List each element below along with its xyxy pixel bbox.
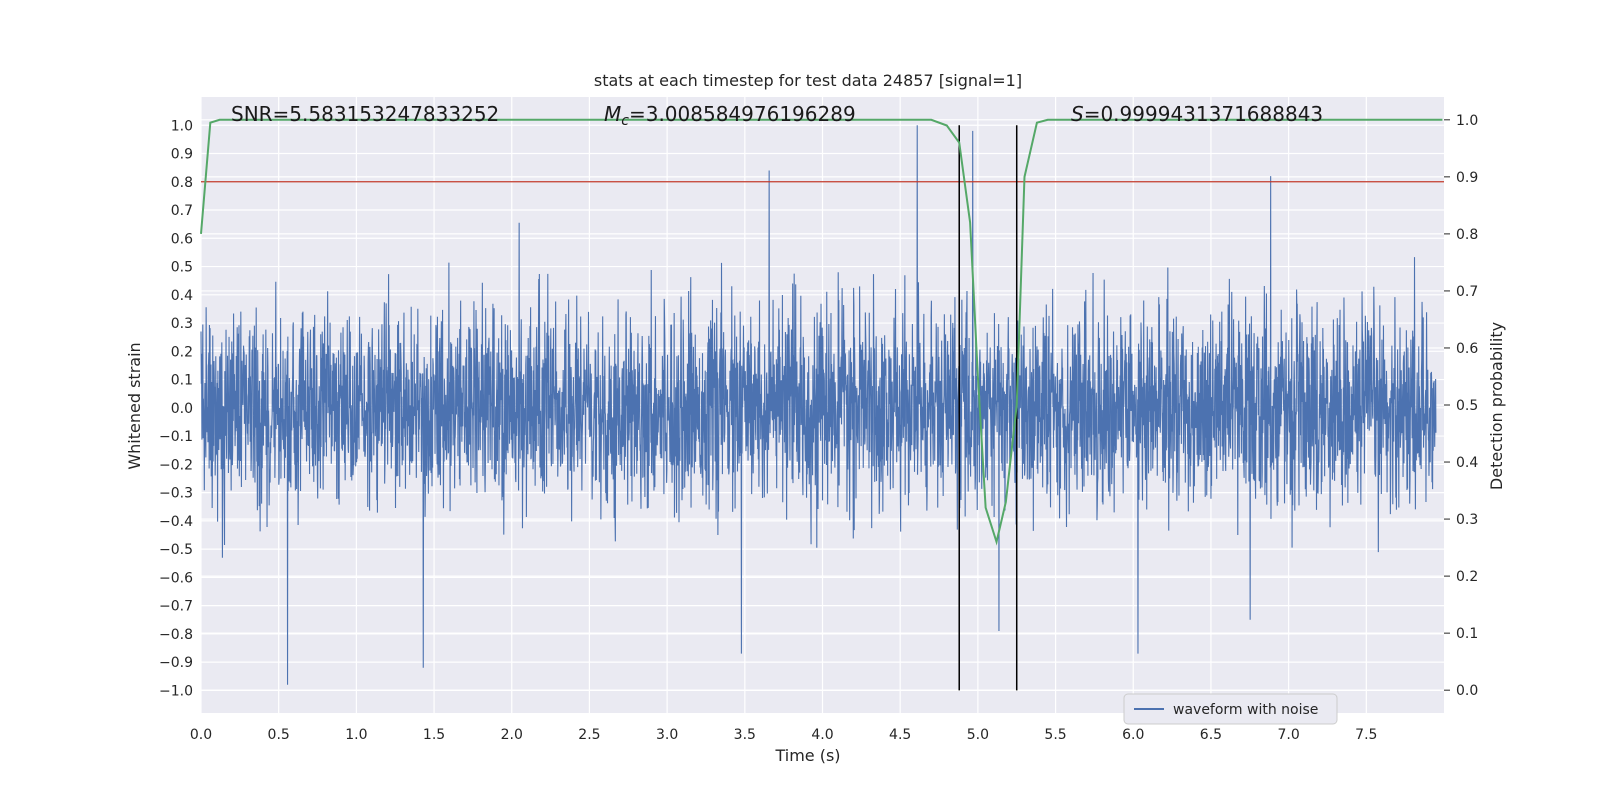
y-right-tick-label: 0.7 [1456,284,1478,300]
y-right-tick-label: 0.0 [1456,683,1478,699]
probability-line [200,118,1443,546]
mc-value: =3.008584976196289 [629,102,856,126]
y-left-tick-label: −0.3 [159,486,193,502]
axes: 0.0 0.5 1.0 1.5 2.0 2.5 3.0 3.5 4.0 4.5 5.0 5.5 6.0 6… [159,113,1478,743]
y-left-tick-label: −0.6 [159,570,193,586]
y-axis-left-label: Whitened strain [125,342,144,469]
y-left-tick-label: 0.6 [171,231,193,247]
x-tick-label: 2.0 [501,727,523,743]
y-right-tick-label: 0.9 [1456,170,1478,186]
x-tick-label: 0.0 [190,727,212,743]
y-left-tick-label: −0.2 [159,457,193,473]
x-tick-label: 3.0 [656,727,678,743]
x-tick-label: 6.0 [1122,727,1144,743]
y-left-tick-label: −0.4 [159,514,193,530]
s-annotation: S=0.9999431371688843 [1071,102,1323,126]
y-left-tick-label: 1.0 [171,118,193,134]
legend: waveform with noise [1123,693,1338,725]
mc-symbol: M [604,102,621,126]
x-tick-label: 3.5 [734,727,756,743]
y-right-tick-label: 0.4 [1456,455,1478,471]
y-right-tick-label: 0.1 [1456,626,1478,642]
s-symbol: S [1071,102,1084,126]
x-tick-label: 0.5 [268,727,290,743]
y-right-tick-label: 1.0 [1456,113,1478,129]
x-tick-label: 7.0 [1277,727,1299,743]
y-right-tick-label: 0.3 [1456,512,1478,528]
y-right-tick-label: 0.8 [1456,227,1478,243]
strain-line [200,125,1437,685]
x-axis-label: Time (s) [774,746,840,765]
y-left-tick-label: −0.5 [159,542,193,558]
x-tick-label: 5.0 [967,727,989,743]
x-tick-label: 7.5 [1355,727,1377,743]
y-left-tick-label: 0.0 [171,401,193,417]
y-left-tick-label: −0.9 [159,655,193,671]
y-left-tick-label: 0.5 [171,260,193,276]
mc-annotation: Mc=3.008584976196289 [604,102,856,129]
y-left-tick-label: −0.1 [159,429,193,445]
x-tick-label: 4.5 [889,727,911,743]
y-left-tick-label: 0.4 [171,288,193,304]
x-tick-label: 6.5 [1200,727,1222,743]
x-tick-label: 5.5 [1044,727,1066,743]
y-left-tick-label: 0.9 [171,147,193,163]
y-left-tick-label: −1.0 [159,683,193,699]
y-left-tick-label: −0.8 [159,627,193,643]
y-left-tick-label: 0.1 [171,373,193,389]
snr-annotation: SNR=5.583153247833252 [231,102,499,126]
y-left-tick-label: 0.2 [171,344,193,360]
y-right-tick-label: 0.2 [1456,569,1478,585]
y-axis-right-label: Detection probability [1487,322,1506,490]
legend-box [1123,693,1338,725]
strain-series [200,125,1437,685]
y-right-tick-label: 0.5 [1456,398,1478,414]
y-left-tick-label: −0.7 [159,599,193,615]
x-tick-label: 1.0 [345,727,367,743]
x-tick-label: 4.0 [811,727,833,743]
y-right-tick-label: 0.6 [1456,341,1478,357]
y-left-tick-label: 0.8 [171,175,193,191]
x-tick-label: 2.5 [578,727,600,743]
legend-label: waveform with noise [1173,702,1318,718]
chart-title: stats at each timestep for test data 248… [594,71,1022,90]
probability-series [200,118,1443,546]
mc-subscript: c [621,113,629,129]
y-left-tick-label: 0.7 [171,203,193,219]
s-value: =0.9999431371688843 [1084,102,1323,126]
y-left-tick-label: 0.3 [171,316,193,332]
x-tick-label: 1.5 [423,727,445,743]
